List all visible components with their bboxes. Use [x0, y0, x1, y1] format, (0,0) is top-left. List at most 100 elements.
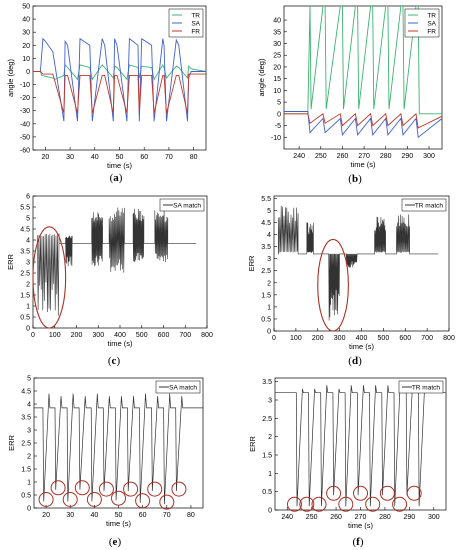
- highlight-circle: [62, 492, 78, 507]
- x-tick-label: 20: [42, 512, 50, 519]
- y-tick-label: 5: [26, 216, 30, 223]
- y-tick-label: 3: [267, 256, 271, 263]
- y-tick-label: 4.5: [21, 389, 31, 396]
- y-axis-label: ERR: [6, 254, 15, 270]
- x-tick-label: 70: [163, 512, 171, 519]
- legend-label: FR: [191, 29, 200, 36]
- highlight-circle: [365, 496, 381, 512]
- x-tick-label: 0: [31, 332, 35, 339]
- y-tick-label: 3.5: [261, 244, 271, 251]
- y-axis-label: ERR: [7, 435, 16, 451]
- x-tick-label: 60: [139, 512, 147, 519]
- x-tick-label: 250: [315, 153, 327, 160]
- x-tick-label: 240: [281, 514, 293, 521]
- x-tick-label: 0: [272, 335, 276, 342]
- legend-frame: [155, 380, 201, 394]
- x-tick-label: 700: [421, 335, 433, 342]
- y-tick-label: -50: [20, 134, 30, 141]
- x-axis-label: time (s): [348, 521, 374, 530]
- highlight-ellipse: [32, 226, 67, 329]
- highlight-circle: [392, 496, 408, 512]
- highlight-circle: [406, 485, 422, 501]
- legend-label: SA: [191, 21, 200, 28]
- highlight-circle: [74, 480, 90, 496]
- legend-frame: [401, 198, 447, 212]
- x-tick-label: 30: [66, 154, 74, 161]
- y-tick-label: 25: [273, 53, 281, 60]
- y-tick-label: 5.5: [20, 205, 30, 212]
- y-axis-label: angle (deg): [257, 58, 266, 96]
- y-tick-label: 5.5: [261, 196, 271, 203]
- legend-frame: [398, 380, 444, 394]
- plot-marks: [34, 393, 203, 505]
- y-axis-label: angle (deg): [6, 59, 15, 97]
- chart-panel-a: 20 30 40 50 60 70 80 -60 -50 -40 -30 -20 -10 0 10 20 30 4…: [6, 4, 207, 184]
- x-tick-label: 800: [443, 335, 455, 342]
- y-tick-label: 4.5: [261, 220, 271, 227]
- y-tick-label: 30: [273, 41, 281, 48]
- y-tick-label: 5: [277, 100, 281, 107]
- y-tick-label: -20: [20, 95, 30, 102]
- y-tick-label: 3.5: [262, 379, 272, 386]
- plot-marks: [37, 207, 197, 316]
- highlight-ellipse: [317, 238, 349, 332]
- highlight-circle: [86, 492, 102, 507]
- y-tick-label: 40: [22, 17, 30, 24]
- series-line-fr: [284, 112, 442, 129]
- y-tick-label: 0.5: [261, 316, 271, 323]
- x-tick-label: 40: [90, 512, 98, 519]
- x-tick-label: 280: [379, 514, 391, 521]
- y-tick-label: 4: [27, 402, 31, 409]
- panel-label: (d): [348, 355, 362, 367]
- x-axis-label: time (s): [107, 161, 133, 170]
- y-tick-label: 0: [267, 329, 271, 336]
- x-tick-label: 20: [41, 154, 49, 161]
- x-tick-label: 500: [136, 332, 148, 339]
- y-tick-label: 0.5: [20, 315, 30, 322]
- chart-panel-d: 0 100 200 300 400 500 600 700 800 0 0.5 1 1.5 2 2.5 3 3.…: [247, 195, 455, 367]
- x-tick-label: 100: [290, 335, 302, 342]
- y-tick-label: 50: [22, 4, 30, 11]
- x-tick-label: 200: [71, 332, 83, 339]
- legend-label: SA: [427, 21, 436, 28]
- y-tick-label: 0.5: [21, 493, 31, 500]
- series-line-tr: [284, 6, 442, 115]
- y-tick-label: 20: [22, 43, 30, 50]
- x-axis-label: time (s): [349, 342, 375, 351]
- chart-panel-c: 0 100 200 300 400 500 600 700 800 0 0.5 1 1.5 2 2.5 3 3.…: [6, 194, 213, 368]
- y-tick-label: 5: [27, 376, 31, 383]
- y-tick-label: 1.5: [21, 467, 31, 474]
- y-tick-label: 1: [267, 304, 271, 311]
- x-tick-label: 300: [423, 153, 435, 160]
- panel-label: (e): [109, 536, 122, 548]
- x-tick-label: 280: [380, 153, 392, 160]
- highlight-circle: [171, 481, 187, 497]
- y-tick-label: 2.5: [262, 416, 272, 423]
- y-tick-label: 2: [26, 282, 30, 289]
- y-tick-label: 1: [27, 480, 31, 487]
- x-tick-label: 500: [378, 335, 390, 342]
- x-axis-label: time (s): [108, 339, 134, 348]
- y-tick-label: -5: [275, 123, 281, 130]
- x-axis-label: time (s): [106, 519, 132, 528]
- y-tick-label: 3: [27, 428, 31, 435]
- y-tick-label: 5: [267, 208, 271, 215]
- plot-marks: [284, 6, 442, 139]
- x-tick-label: 290: [404, 514, 416, 521]
- y-tick-label: 2: [267, 280, 271, 287]
- y-tick-label: 3.5: [21, 415, 31, 422]
- y-tick-label: 0: [277, 111, 281, 118]
- y-tick-label: 40: [273, 18, 281, 25]
- y-tick-label: 10: [22, 56, 30, 63]
- plot-marks: [33, 37, 206, 122]
- legend-label: SA match: [169, 385, 197, 392]
- panel-label: (c): [108, 355, 121, 367]
- x-axis-label: time (s): [351, 160, 377, 169]
- series-line-err: [275, 385, 446, 507]
- x-tick-label: 260: [337, 153, 349, 160]
- series-line-err: [37, 207, 197, 316]
- x-tick-label: 300: [428, 514, 440, 521]
